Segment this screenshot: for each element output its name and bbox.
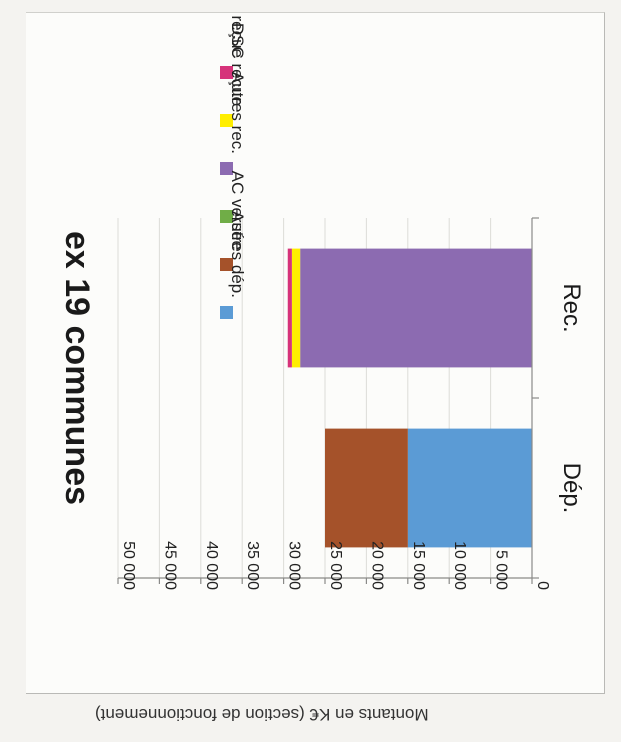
legend-swatch [220,162,233,175]
tick-label: 50 000 [120,541,137,590]
tick-label: 20 000 [368,541,385,590]
legend-swatch [220,306,233,319]
tick-label: 5 000 [493,550,510,590]
tick-label: 25 000 [327,541,344,590]
tick-label: 30 000 [286,541,303,590]
tick-label: 45 000 [161,541,178,590]
category-labels: Dép. Rec. [558,283,585,513]
legend-swatch [220,210,233,223]
legend-swatch [220,114,233,127]
bar-segment [407,428,532,548]
legend-label: Autres rec. [228,72,247,154]
bar-segment [287,248,292,368]
category-label: Rec. [558,283,585,332]
legend-swatch [220,258,233,271]
tick-labels: 0 5 000 10 000 15 000 20 000 25 000 30 000 35 0… [120,541,551,590]
axes [117,217,539,584]
y-axis-label: Montants en K€ (section de fonctionnemen… [95,705,429,724]
tick-label: 40 000 [203,541,220,590]
legend-label: DSC reçue [228,23,247,106]
legend-swatch [220,66,233,79]
bar-segment [300,248,532,368]
tick-label: 35 000 [244,541,261,590]
chart-frame: 0 5 000 10 000 15 000 20 000 25 000 30 000 35 0… [26,12,605,694]
bars [287,248,532,548]
tick-label: 10 000 [451,541,468,590]
legend-label: Autres dép. [228,211,247,298]
chart: 0 5 000 10 000 15 000 20 000 25 000 30 000 35 0… [58,13,585,590]
chart-title: ex 19 communes [58,231,96,505]
bar-segment [291,248,301,368]
tick-label: 15 000 [410,541,427,590]
tick-label: 0 [534,581,551,590]
legend-label: AC versée [228,171,247,250]
category-label: Dép. [558,463,585,514]
bar-segment [325,428,408,548]
legend-label: AC reçue [228,13,247,58]
